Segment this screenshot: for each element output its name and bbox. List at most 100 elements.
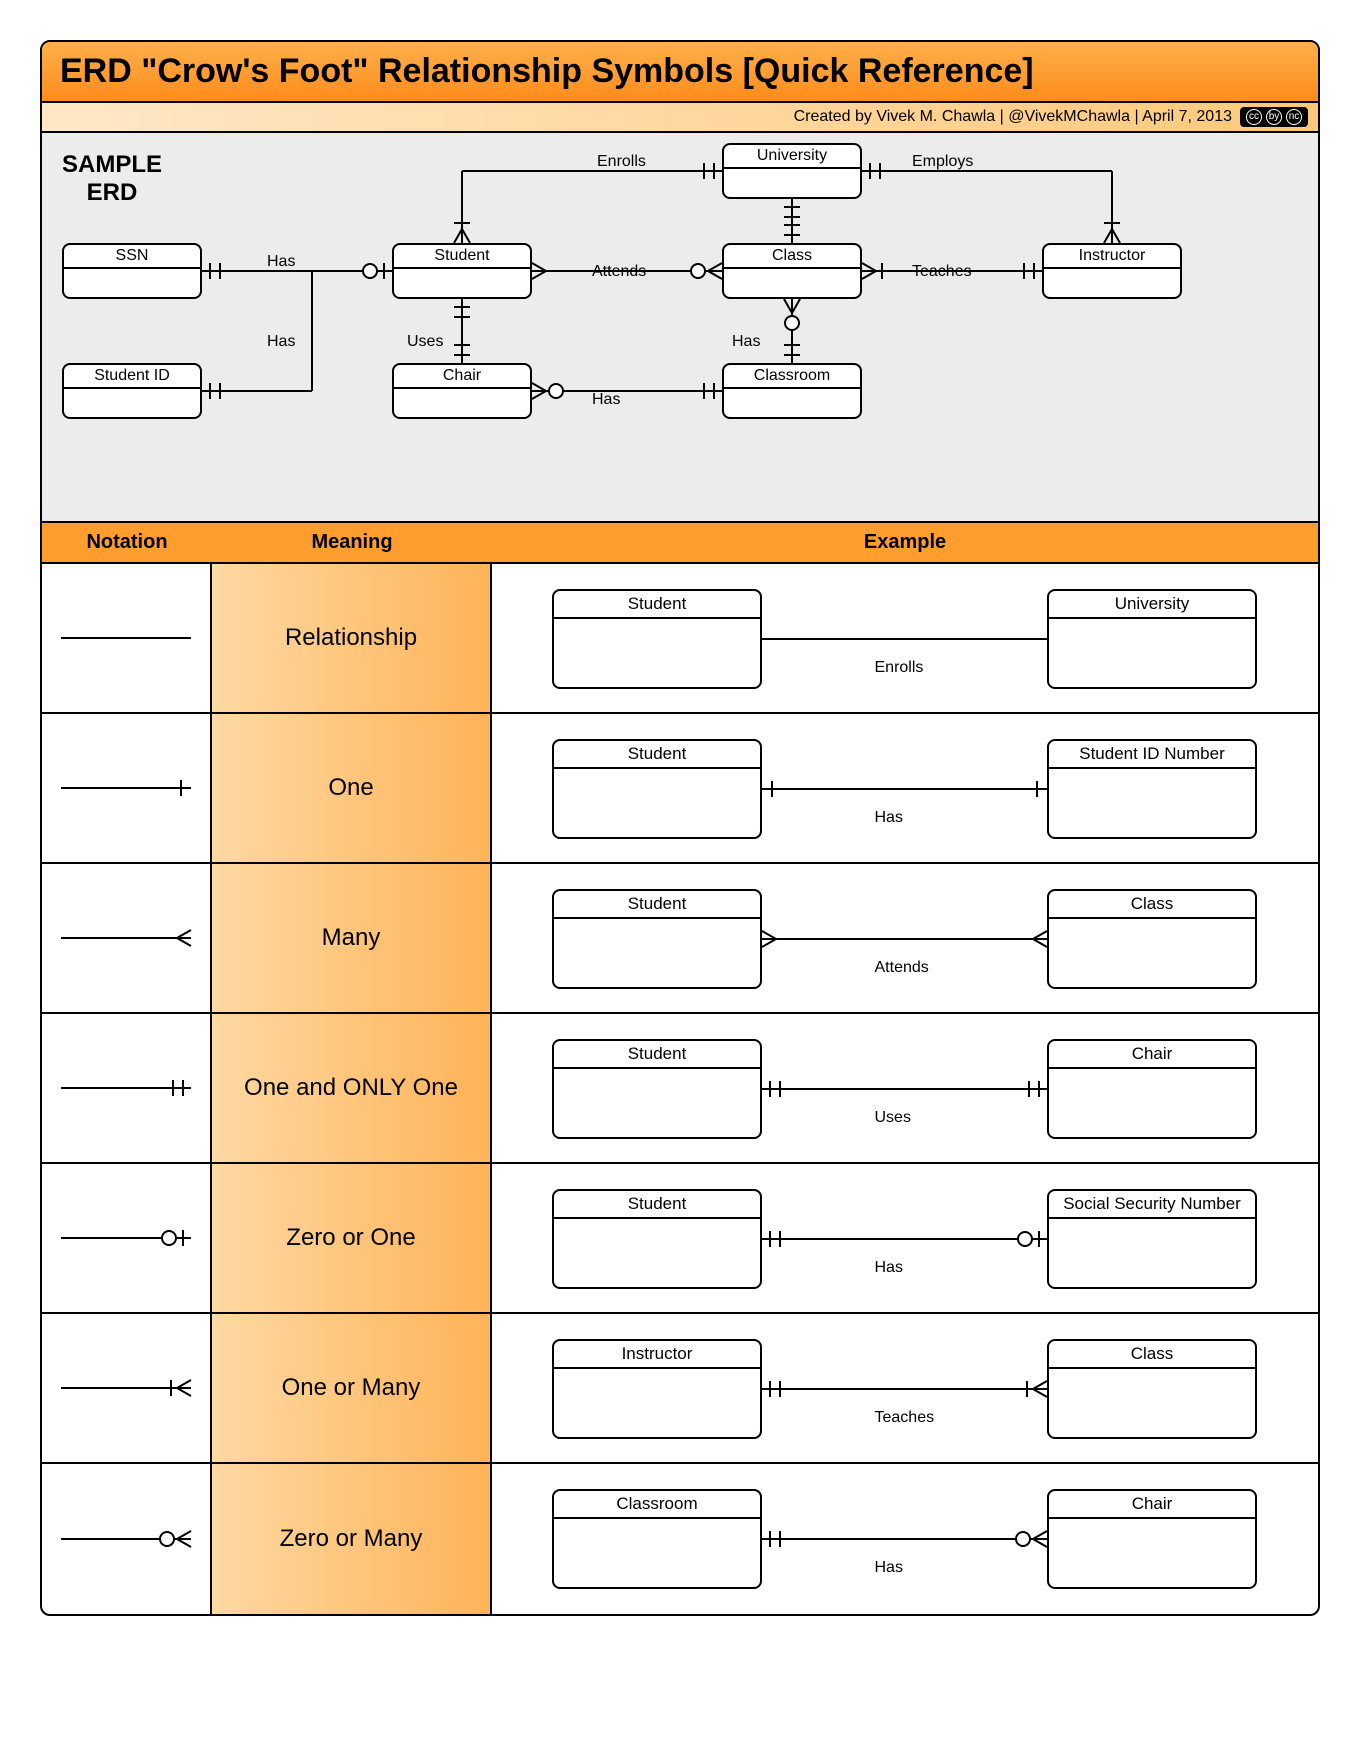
notation-meaning: Relationship [212, 564, 492, 712]
sample-erd-panel: SAMPLE ERD SSNStudent IDStudentChairUniv… [42, 133, 1318, 523]
notation-row: Relationship Student University Enrolls [42, 564, 1318, 714]
entity-ssn: SSN [62, 243, 202, 299]
notation-example: Instructor Class Teaches [492, 1314, 1318, 1462]
example-entity-left: Student [552, 1039, 762, 1139]
entity-header: Instructor [1044, 245, 1180, 269]
byline-bar: Created by Vivek M. Chawla | @VivekMChaw… [42, 103, 1318, 133]
entity-studentid: Student ID [62, 363, 202, 419]
entity-chair: Chair [392, 363, 532, 419]
example-entity-right: Chair [1047, 1039, 1257, 1139]
entity-header: SSN [64, 245, 200, 269]
notation-symbol [42, 1314, 212, 1462]
example-entity-header: Student [554, 1041, 760, 1069]
notation-row: Many Student Class Attends [42, 864, 1318, 1014]
entity-header: Student [394, 245, 530, 269]
notation-meaning: Zero or One [212, 1164, 492, 1312]
entity-header: Chair [394, 365, 530, 389]
notation-example: Student Class Attends [492, 864, 1318, 1012]
example-entity-header: Chair [1049, 1491, 1255, 1519]
reference-card: ERD "Crow's Foot" Relationship Symbols [… [40, 40, 1320, 1616]
entity-class: Class [722, 243, 862, 299]
notation-symbol [42, 1014, 212, 1162]
table-header: Notation Meaning Example [42, 523, 1318, 564]
example-entity-header: Instructor [554, 1341, 760, 1369]
example-entity-left: Student [552, 589, 762, 689]
notation-row: Zero or One Student Social Security Numb… [42, 1164, 1318, 1314]
notation-example: Student University Enrolls [492, 564, 1318, 712]
example-entity-header: Student [554, 891, 760, 919]
rel-label-uses: Uses [407, 333, 443, 351]
example-entity-left: Instructor [552, 1339, 762, 1439]
rel-label-employs: Employs [912, 153, 973, 171]
example-entity-right: Class [1047, 889, 1257, 989]
notation-symbol [42, 864, 212, 1012]
example-rel-label: Attends [875, 959, 929, 977]
notation-row: One Student Student ID Number Has [42, 714, 1318, 864]
rel-label-has2: Has [267, 333, 295, 351]
example-entity-header: Student ID Number [1049, 741, 1255, 769]
example-entity-header: University [1049, 591, 1255, 619]
col-header-meaning: Meaning [212, 523, 492, 562]
example-entity-header: Student [554, 741, 760, 769]
entity-header: Class [724, 245, 860, 269]
notation-example: Classroom Chair Has [492, 1464, 1318, 1614]
notation-symbol [42, 1464, 212, 1614]
example-entity-header: Social Security Number [1049, 1191, 1255, 1219]
notation-row: Zero or Many Classroom Chair Has [42, 1464, 1318, 1614]
entity-classroom: Classroom [722, 363, 862, 419]
notation-row: One and ONLY One Student Chair Uses [42, 1014, 1318, 1164]
example-entity-header: Class [1049, 891, 1255, 919]
notation-meaning: One and ONLY One [212, 1014, 492, 1162]
notation-symbol [42, 714, 212, 862]
example-entity-right: Student ID Number [1047, 739, 1257, 839]
rel-label-has4: Has [592, 391, 620, 409]
entity-header: Classroom [724, 365, 860, 389]
byline-text: Created by Vivek M. Chawla | @VivekMChaw… [794, 108, 1232, 126]
title-bar: ERD "Crow's Foot" Relationship Symbols [… [42, 42, 1318, 103]
notation-meaning: One [212, 714, 492, 862]
notation-meaning: Zero or Many [212, 1464, 492, 1614]
entity-student: Student [392, 243, 532, 299]
rel-label-attends: Attends [592, 263, 646, 281]
entity-header: University [724, 145, 860, 169]
example-rel-label: Has [875, 1259, 903, 1277]
notation-row: One or Many Instructor Class Teaches [42, 1314, 1318, 1464]
example-entity-right: University [1047, 589, 1257, 689]
col-header-notation: Notation [42, 523, 212, 562]
example-entity-left: Student [552, 739, 762, 839]
notation-meaning: Many [212, 864, 492, 1012]
entity-header: Student ID [64, 365, 200, 389]
example-entity-left: Classroom [552, 1489, 762, 1589]
rel-label-teaches: Teaches [912, 263, 972, 281]
notation-example: Student Social Security Number Has [492, 1164, 1318, 1312]
example-entity-header: Classroom [554, 1491, 760, 1519]
example-entity-right: Social Security Number [1047, 1189, 1257, 1289]
rel-label-has1: Has [267, 253, 295, 271]
page-title: ERD "Crow's Foot" Relationship Symbols [… [60, 52, 1034, 90]
table-body: Relationship Student University Enrolls … [42, 564, 1318, 1614]
erd-connectors [42, 133, 1318, 521]
example-entity-right: Chair [1047, 1489, 1257, 1589]
example-rel-label: Has [875, 809, 903, 827]
cc-license-badge: ccbync [1240, 107, 1308, 127]
col-header-example: Example [492, 523, 1318, 562]
example-entity-header: Chair [1049, 1041, 1255, 1069]
example-entity-left: Student [552, 889, 762, 989]
rel-label-has3: Has [732, 333, 760, 351]
example-entity-header: Student [554, 1191, 760, 1219]
rel-label-enrolls: Enrolls [597, 153, 646, 171]
example-rel-label: Enrolls [875, 659, 924, 677]
example-entity-left: Student [552, 1189, 762, 1289]
notation-example: Student Chair Uses [492, 1014, 1318, 1162]
notation-symbol [42, 1164, 212, 1312]
example-entity-right: Class [1047, 1339, 1257, 1439]
notation-meaning: One or Many [212, 1314, 492, 1462]
example-rel-label: Teaches [875, 1409, 935, 1427]
notation-symbol [42, 564, 212, 712]
example-entity-header: Class [1049, 1341, 1255, 1369]
entity-instructor: Instructor [1042, 243, 1182, 299]
entity-university: University [722, 143, 862, 199]
example-entity-header: Student [554, 591, 760, 619]
notation-example: Student Student ID Number Has [492, 714, 1318, 862]
example-rel-label: Has [875, 1559, 903, 1577]
